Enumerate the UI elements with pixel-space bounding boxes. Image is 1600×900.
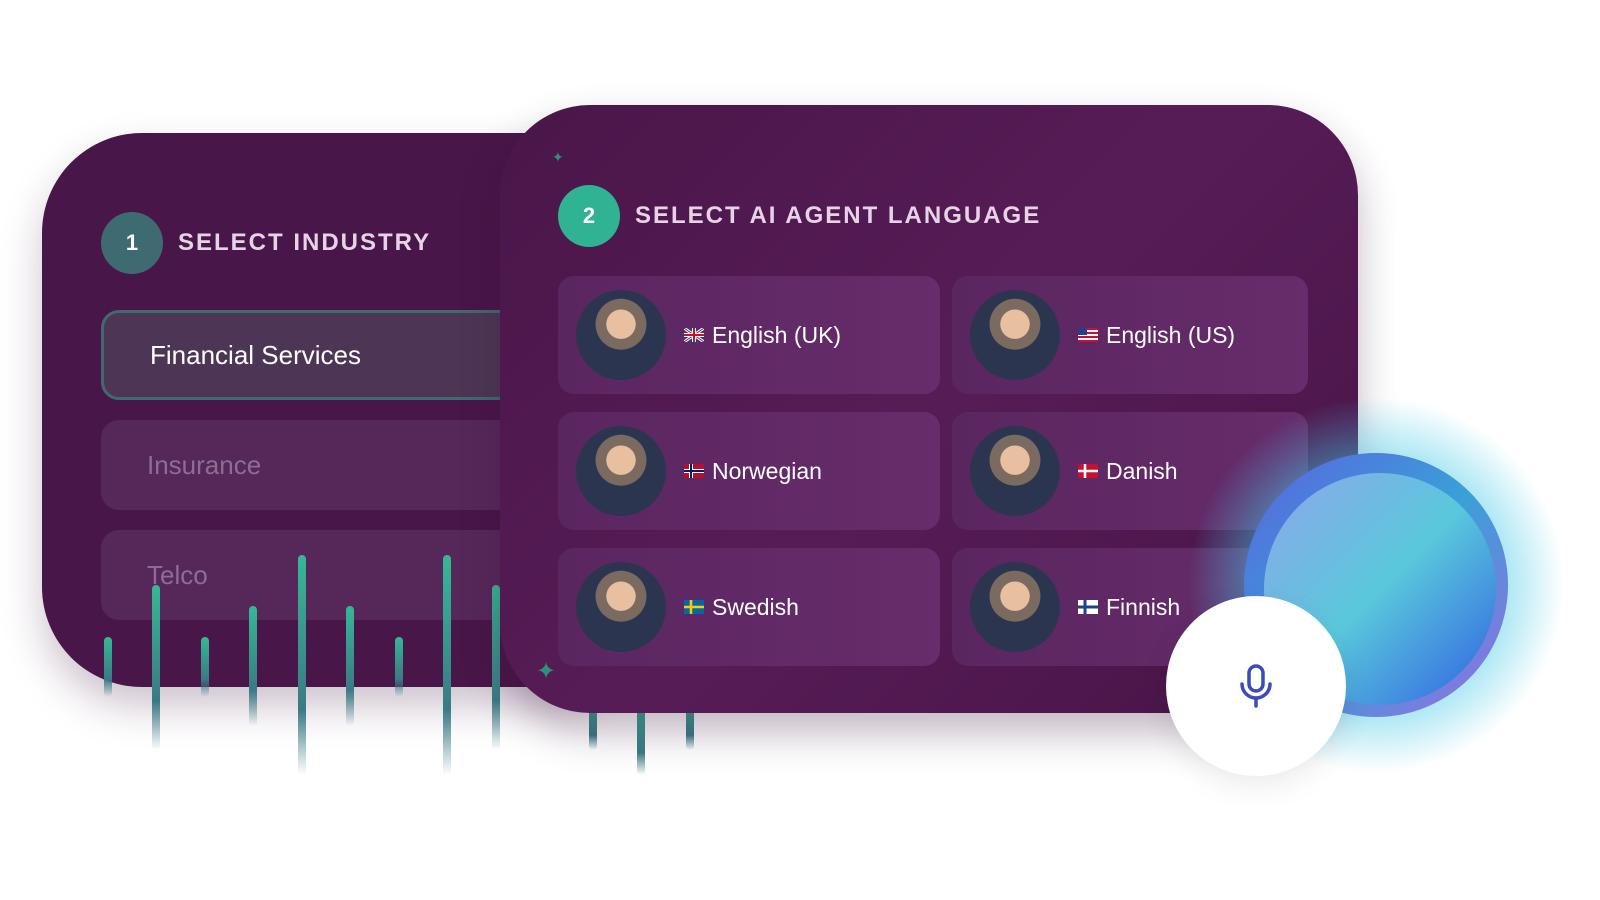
waveform-bar xyxy=(104,637,112,697)
language-title: SELECT AI AGENT LANGUAGE xyxy=(635,202,1042,229)
microphone-button[interactable] xyxy=(1166,596,1346,776)
waveform-bar xyxy=(443,555,451,775)
step-2-badge: 2 xyxy=(558,185,620,247)
flag-se-icon xyxy=(684,600,704,614)
language-option[interactable]: Swedish xyxy=(558,548,940,666)
language-label: Swedish xyxy=(712,593,799,620)
industry-financial-services[interactable]: Financial Services xyxy=(101,310,561,400)
waveform-bar xyxy=(589,700,597,750)
waveform-bar xyxy=(298,555,306,775)
step-1-badge: 1 xyxy=(101,212,163,274)
agent-avatar xyxy=(970,290,1060,380)
flag-us-icon xyxy=(1078,328,1098,342)
agent-avatar xyxy=(576,426,666,516)
agent-avatar xyxy=(576,290,666,380)
language-label: Norwegian xyxy=(712,457,822,484)
agent-avatar xyxy=(970,426,1060,516)
waveform-bar xyxy=(492,585,500,750)
language-label: English (US) xyxy=(1106,321,1236,348)
flag-uk-icon xyxy=(684,328,704,342)
microphone-icon xyxy=(1240,664,1272,708)
agent-avatar xyxy=(576,562,666,652)
industry-insurance[interactable]: Insurance xyxy=(101,420,561,510)
flag-dk-icon xyxy=(1078,464,1098,478)
waveform-bar xyxy=(686,700,694,750)
language-option[interactable]: Norwegian xyxy=(558,412,940,530)
language-option[interactable]: English (UK) xyxy=(558,276,940,394)
sparkle-icon: ✦ xyxy=(536,658,557,685)
waveform-bar xyxy=(249,606,257,726)
waveform-bar xyxy=(395,637,403,697)
industry-telco[interactable]: Telco xyxy=(101,530,561,620)
language-option[interactable]: English (US) xyxy=(952,276,1308,394)
waveform-bar xyxy=(152,585,160,750)
agent-avatar xyxy=(970,562,1060,652)
flag-fi-icon xyxy=(1078,600,1098,614)
language-label: Finnish xyxy=(1106,593,1181,620)
waveform-bar xyxy=(346,606,354,726)
language-label: English (UK) xyxy=(712,321,842,348)
sparkle-icon: ✦ xyxy=(552,149,564,165)
industry-card: 1 SELECT INDUSTRY Financial Services Ins… xyxy=(42,133,582,687)
language-label: Danish xyxy=(1106,457,1178,484)
industry-title: SELECT INDUSTRY xyxy=(178,229,432,256)
flag-no-icon xyxy=(684,464,704,478)
waveform-bar xyxy=(201,637,209,697)
waveform-bar xyxy=(637,700,645,775)
